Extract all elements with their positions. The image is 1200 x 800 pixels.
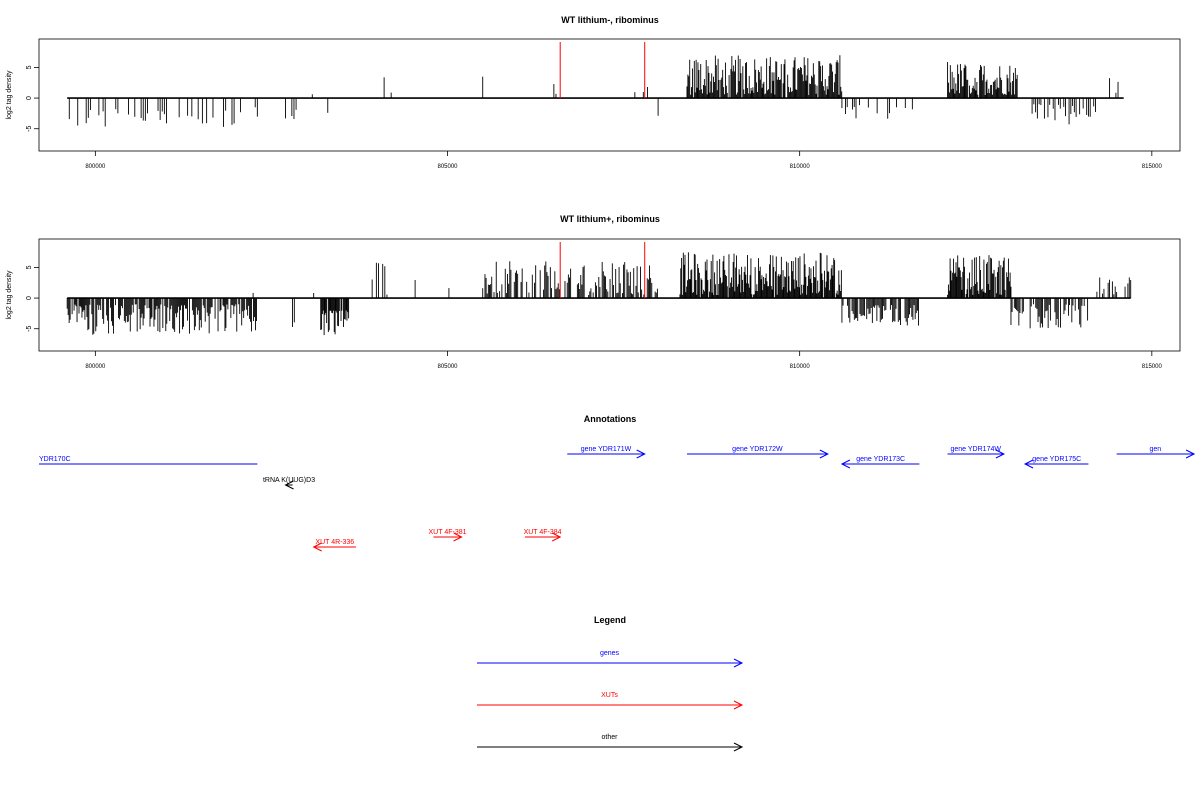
- legend-item-other: other: [477, 734, 744, 752]
- feature-gene: gene YDR173C: [840, 456, 920, 469]
- y-axis-label: log2 tag density: [6, 70, 13, 120]
- feature-gene: gene YDR171W: [567, 446, 646, 459]
- x-tick-label: 805000: [437, 164, 458, 170]
- x-tick-label: 815000: [1142, 364, 1163, 370]
- feature-label: XUT 4F-381: [429, 529, 467, 536]
- strand-arrow: [636, 449, 646, 459]
- strand-arrow: [453, 532, 463, 542]
- feature-gene: gen: [1116, 446, 1196, 459]
- y-axis-label: log2 tag density: [6, 270, 13, 320]
- legend-arrow: [733, 700, 744, 710]
- plot-content: 800000 805000 810000 815000 -5 0 5: [26, 42, 1162, 170]
- strand-arrow: [312, 542, 322, 552]
- strand-arrow: [840, 459, 851, 469]
- feature-label: XUT 4F-384: [524, 529, 562, 536]
- strand-arrow: [1023, 459, 1034, 469]
- panel-title: WT lithium+, ribominus: [560, 214, 660, 224]
- x-tick-label: 810000: [790, 164, 811, 170]
- legend-arrow: [733, 658, 744, 668]
- y-tick-label: -5: [26, 326, 33, 332]
- x-tick-label: 805000: [437, 364, 458, 370]
- feature-label: gene YDR175C: [1032, 456, 1081, 463]
- plot-frame: [38, 238, 1181, 352]
- feature-gene: gene YDR175C: [1023, 456, 1089, 469]
- panel-lithium-minus: WT lithium-, ribominus log2 tag density …: [6, 15, 1181, 170]
- annotations-title: Annotations: [584, 414, 637, 424]
- panel-title: WT lithium-, ribominus: [561, 15, 659, 25]
- y-tick-label: 5: [26, 265, 33, 269]
- legend-item-gene: genes: [477, 650, 744, 668]
- y-tick-label: 5: [26, 65, 33, 69]
- legend: Legend genes XUTs other: [477, 615, 744, 752]
- legend-label: other: [602, 734, 619, 741]
- feature-label: gene YDR173C: [856, 456, 905, 463]
- legend-items: genes XUTs other: [477, 650, 744, 752]
- plot-frame: [38, 38, 1181, 152]
- feature-label: gene YDR172W: [732, 446, 783, 453]
- legend-label: genes: [600, 650, 620, 657]
- feature-label: gene YDR171W: [581, 446, 632, 453]
- strand-arrow: [1185, 449, 1196, 459]
- feature-label: XUT 4R-336: [315, 539, 354, 546]
- feature-other: tRNA K(UUG)D3: [263, 477, 315, 490]
- feature-label: YDR170C: [39, 456, 71, 463]
- feature-label: tRNA K(UUG)D3: [263, 477, 315, 484]
- feature-gene: gene YDR172W: [686, 446, 829, 459]
- feature-list: YDR170C gene YDR171W gene YDR172W gene YDR1…: [39, 446, 1196, 552]
- y-tick-label: 0: [26, 96, 33, 100]
- strand-arrow: [551, 532, 562, 542]
- y-tick-label: 0: [26, 296, 33, 300]
- feature-gene: YDR170C: [39, 456, 258, 465]
- annotations-track: Annotations YDR170C gene YDR171W gene YDR1…: [39, 414, 1196, 552]
- feature-label: gen: [1150, 446, 1162, 453]
- x-tick-label: 815000: [1142, 164, 1163, 170]
- feature-label: gene YDR174W: [951, 446, 1002, 453]
- feature-xut: XUT 4R-336: [312, 539, 356, 552]
- feature-gene: gene YDR174W: [947, 446, 1006, 459]
- panel-lithium-plus: WT lithium+, ribominus log2 tag density …: [6, 214, 1181, 370]
- legend-title: Legend: [594, 615, 626, 625]
- legend-arrow: [733, 742, 744, 752]
- legend-item-xut: XUTs: [477, 692, 744, 710]
- strand-arrow: [819, 449, 829, 459]
- x-tick-label: 800000: [85, 164, 106, 170]
- x-tick-label: 810000: [790, 364, 811, 370]
- strand-arrow: [284, 480, 294, 490]
- feature-xut: XUT 4F-381: [429, 529, 467, 542]
- strand-arrow: [995, 449, 1006, 459]
- feature-xut: XUT 4F-384: [524, 529, 562, 542]
- x-tick-label: 800000: [85, 364, 106, 370]
- plot-content: 800000 805000 810000 815000 -5 0 5: [26, 242, 1162, 370]
- y-tick-label: -5: [26, 126, 33, 132]
- legend-label: XUTs: [601, 692, 618, 699]
